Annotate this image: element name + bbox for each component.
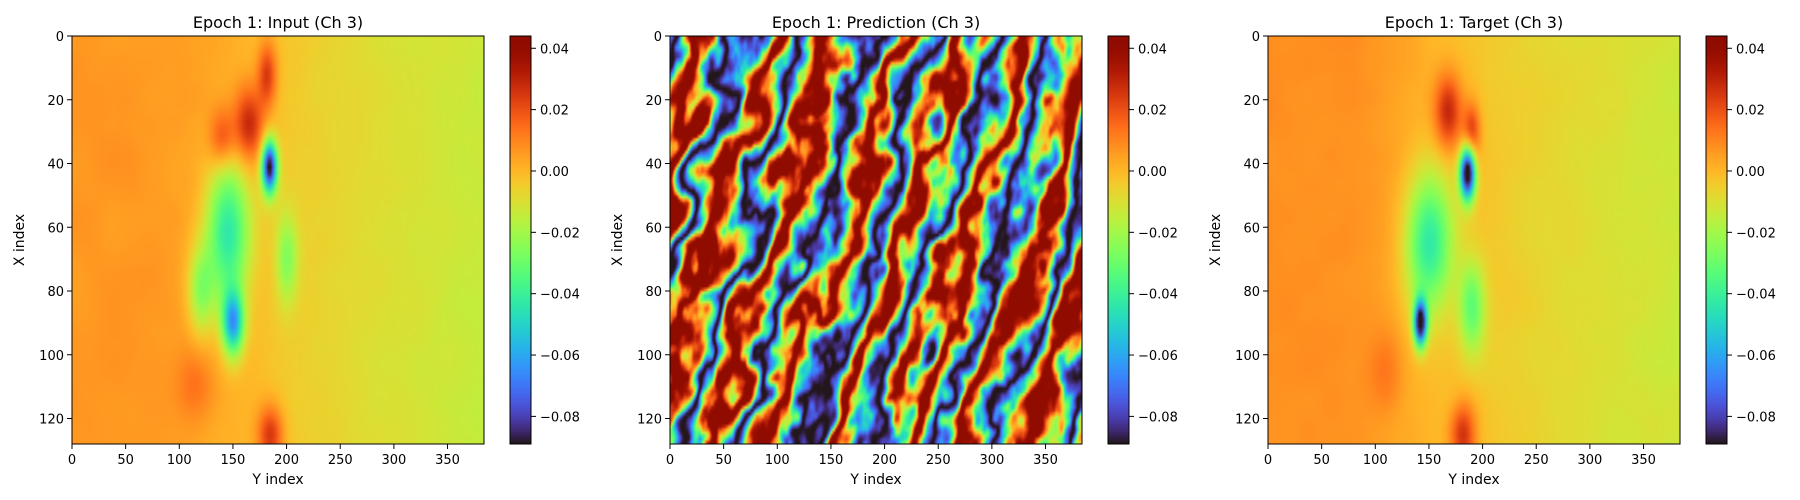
x-tick-label: 150 [819, 453, 844, 468]
y-tick-label: 80 [645, 285, 662, 300]
x-tick-label: 0 [666, 453, 674, 468]
x-tick-label: 100 [765, 453, 790, 468]
colorbar-tick-label: 0.02 [540, 104, 569, 119]
x-tick-label: 150 [221, 453, 246, 468]
y-tick-label: 40 [47, 158, 64, 173]
panel-input: Epoch 1: Input (Ch 3)0 50 100 150 200 250 300 3… [12, 13, 580, 488]
heatmap-image [1268, 36, 1680, 444]
x-tick-label: 250 [926, 453, 951, 468]
y-tick-label: 60 [1243, 221, 1260, 236]
y-axis-label: X index [12, 214, 28, 266]
chart-title: Epoch 1: Input (Ch 3) [193, 13, 363, 32]
x-tick-label: 200 [872, 453, 897, 468]
x-tick-label: 0 [1264, 453, 1272, 468]
x-tick-label: 200 [1470, 453, 1495, 468]
x-tick-label: 0 [68, 453, 76, 468]
y-tick-label: 100 [1235, 349, 1260, 364]
y-tick-label: 80 [47, 285, 64, 300]
y-tick-label: 40 [645, 158, 662, 173]
colorbar-tick-label: −0.06 [1736, 349, 1776, 364]
colorbar-frame [1107, 35, 1130, 445]
x-axis-label: Y index [251, 472, 303, 488]
y-tick-label: 120 [1235, 413, 1260, 428]
axes-frame [1267, 35, 1681, 445]
colorbar-tick-label: −0.04 [1138, 288, 1178, 303]
x-tick-label: 200 [274, 453, 299, 468]
colorbar-tick-label: −0.02 [540, 226, 580, 241]
x-tick-label: 300 [1577, 453, 1602, 468]
x-tick-label: 50 [117, 453, 134, 468]
y-tick-label: 120 [637, 413, 662, 428]
colorbar-frame [1705, 35, 1728, 445]
y-tick-label: 40 [1243, 158, 1260, 173]
chart-title: Epoch 1: Target (Ch 3) [1385, 13, 1563, 32]
colorbar-tick-label: −0.06 [1138, 349, 1178, 364]
panels: Epoch 1: Input (Ch 3)0 50 100 150 200 250 300 3… [12, 13, 1776, 488]
x-tick-label: 100 [1363, 453, 1388, 468]
x-tick-label: 250 [1524, 453, 1549, 468]
x-tick-label: 350 [1631, 453, 1656, 468]
y-tick-label: 0 [1252, 30, 1260, 45]
y-tick-label: 20 [47, 94, 64, 109]
x-tick-label: 250 [328, 453, 353, 468]
x-tick-label: 50 [715, 453, 732, 468]
colorbar-gradient [1108, 36, 1129, 444]
y-tick-label: 20 [645, 94, 662, 109]
colorbar-tick-label: −0.02 [1138, 226, 1178, 241]
colorbar-tick-label: −0.08 [1736, 410, 1776, 425]
colorbar-tick-label: −0.04 [1736, 288, 1776, 303]
colorbar-tick-label: −0.02 [1736, 226, 1776, 241]
y-axis-label: X index [610, 214, 626, 266]
colorbar-tick-label: 0.04 [1736, 42, 1765, 57]
y-tick-label: 20 [1243, 94, 1260, 109]
colorbar-tick-label: −0.08 [1138, 410, 1178, 425]
x-tick-label: 150 [1417, 453, 1442, 468]
y-tick-label: 0 [56, 30, 64, 45]
x-tick-label: 350 [435, 453, 460, 468]
x-tick-label: 300 [381, 453, 406, 468]
y-tick-label: 100 [637, 349, 662, 364]
heatmap-image [670, 36, 1082, 444]
x-tick-label: 300 [979, 453, 1004, 468]
colorbar-tick-label: 0.02 [1138, 104, 1167, 119]
x-tick-label: 100 [167, 453, 192, 468]
colorbar-gradient [510, 36, 531, 444]
y-tick-label: 100 [39, 349, 64, 364]
axes-frame [71, 35, 485, 445]
y-tick-label: 60 [645, 221, 662, 236]
colorbar-tick-label: 0.04 [540, 42, 569, 57]
panel-prediction: Epoch 1: Prediction (Ch 3)0 50 100 150 200 25… [610, 13, 1178, 488]
colorbar-tick-label: 0.00 [540, 165, 569, 180]
chart-title: Epoch 1: Prediction (Ch 3) [772, 13, 980, 32]
panel-target: Epoch 1: Target (Ch 3)0 50 100 150 200 250 300… [1208, 13, 1776, 488]
colorbar-tick-label: 0.04 [1138, 42, 1167, 57]
colorbar-tick-label: 0.02 [1736, 104, 1765, 119]
colorbar-tick-label: 0.00 [1138, 165, 1167, 180]
y-axis-label: X index [1208, 214, 1224, 266]
y-tick-label: 60 [47, 221, 64, 236]
colorbar-tick-label: 0.00 [1736, 165, 1765, 180]
colorbar-tick-label: −0.08 [540, 410, 580, 425]
heatmap-image [72, 36, 484, 444]
x-tick-label: 350 [1033, 453, 1058, 468]
x-axis-label: Y index [849, 472, 901, 488]
colorbar-tick-label: −0.06 [540, 349, 580, 364]
y-tick-label: 0 [654, 30, 662, 45]
colorbar-tick-label: −0.04 [540, 288, 580, 303]
x-tick-label: 50 [1313, 453, 1330, 468]
colorbar-frame [509, 35, 532, 445]
y-tick-label: 120 [39, 413, 64, 428]
colorbar-gradient [1706, 36, 1727, 444]
y-tick-label: 80 [1243, 285, 1260, 300]
axes-frame [669, 35, 1083, 445]
x-axis-label: Y index [1447, 472, 1499, 488]
